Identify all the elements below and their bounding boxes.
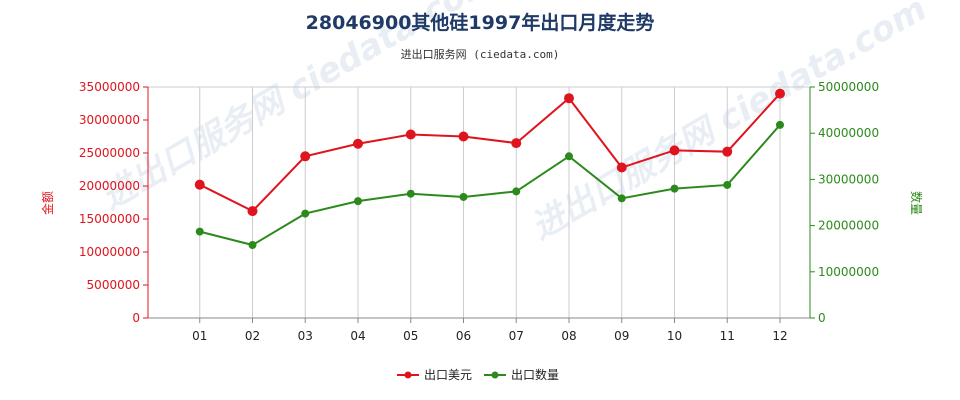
series-line-qty bbox=[199, 124, 781, 247]
data-point-usd bbox=[774, 88, 785, 99]
legend: 出口美元 出口数量 bbox=[397, 367, 559, 382]
legend-item-qty[interactable]: 出口数量 bbox=[484, 367, 559, 382]
data-point-usd bbox=[563, 93, 574, 104]
left-tick-label: 10000000 bbox=[79, 245, 140, 259]
left-tick-label: 0 bbox=[132, 311, 140, 325]
data-point-qty bbox=[406, 189, 415, 198]
legend-marker-usd bbox=[404, 371, 412, 379]
data-point-usd bbox=[669, 145, 680, 156]
axes bbox=[147, 87, 811, 319]
data-point-usd bbox=[511, 138, 522, 149]
data-point-usd bbox=[247, 206, 258, 217]
legend-label-qty: 出口数量 bbox=[511, 367, 559, 382]
data-point-usd bbox=[722, 146, 733, 157]
data-point-usd bbox=[458, 131, 469, 142]
data-point-usd bbox=[616, 162, 627, 173]
x-tick-label: 09 bbox=[614, 329, 629, 343]
data-point-usd bbox=[405, 129, 416, 140]
right-tick-label: 20000000 bbox=[818, 219, 879, 233]
x-tick-label: 05 bbox=[403, 329, 418, 343]
x-tick-label: 02 bbox=[245, 329, 260, 343]
x-tick-label: 08 bbox=[561, 329, 576, 343]
data-point-usd bbox=[300, 151, 311, 162]
right-tick-label: 30000000 bbox=[818, 172, 879, 186]
left-axis-ticks: 0 5000000 10000000 15000000 20000000 25000000… bbox=[79, 80, 148, 325]
data-point-qty bbox=[723, 180, 732, 189]
x-axis-ticks: 01 02 03 04 05 06 07 08 09 10 11 12 bbox=[192, 318, 788, 343]
right-tick-label: 50000000 bbox=[818, 80, 879, 94]
x-tick-label: 01 bbox=[192, 329, 207, 343]
x-tick-label: 11 bbox=[720, 329, 735, 343]
data-point-qty bbox=[353, 197, 362, 206]
data-point-qty bbox=[301, 209, 310, 218]
x-tick-label: 10 bbox=[667, 329, 682, 343]
data-point-qty bbox=[617, 194, 626, 203]
left-tick-label: 20000000 bbox=[79, 179, 140, 193]
data-point-usd bbox=[352, 138, 363, 149]
series-usd bbox=[194, 88, 785, 217]
legend-marker-qty bbox=[491, 371, 499, 379]
right-axis-ticks: 0 10000000 20000000 30000000 40000000 5000000… bbox=[810, 80, 879, 325]
data-point-qty bbox=[195, 227, 204, 236]
right-axis-label: 数量 bbox=[909, 191, 924, 215]
left-tick-label: 15000000 bbox=[79, 212, 140, 226]
right-tick-label: 40000000 bbox=[818, 126, 879, 140]
left-tick-label: 25000000 bbox=[79, 146, 140, 160]
x-tick-label: 06 bbox=[456, 329, 471, 343]
data-point-qty bbox=[512, 187, 521, 196]
grid-lines bbox=[148, 86, 810, 318]
x-tick-label: 04 bbox=[350, 329, 365, 343]
watermark-layer: 进出口服务网 ciedata.com 进出口服务网 ciedata.com bbox=[95, 0, 934, 248]
data-point-qty bbox=[775, 120, 784, 129]
series-line-usd bbox=[199, 92, 781, 213]
watermark-text: 进出口服务网 ciedata.com bbox=[525, 0, 934, 248]
legend-item-usd[interactable]: 出口美元 bbox=[397, 368, 472, 382]
left-tick-label: 30000000 bbox=[79, 113, 140, 127]
left-tick-label: 35000000 bbox=[79, 80, 140, 94]
data-point-qty bbox=[248, 241, 257, 250]
left-tick-label: 5000000 bbox=[87, 278, 140, 292]
x-tick-label: 07 bbox=[509, 329, 524, 343]
left-axis-label: 金额 bbox=[40, 191, 55, 215]
data-point-usd bbox=[194, 179, 205, 190]
data-point-qty bbox=[459, 192, 468, 201]
x-tick-label: 03 bbox=[298, 329, 313, 343]
chart-title: 28046900其他硅1997年出口月度走势 bbox=[306, 11, 655, 34]
x-tick-label: 12 bbox=[772, 329, 787, 343]
chart-subtitle: 进出口服务网 (ciedata.com) bbox=[401, 47, 560, 61]
series-layer bbox=[194, 88, 785, 250]
series-qty bbox=[195, 120, 784, 250]
data-point-qty bbox=[670, 184, 679, 193]
right-tick-label: 0 bbox=[818, 311, 826, 325]
legend-label-usd: 出口美元 bbox=[424, 368, 472, 382]
data-point-qty bbox=[564, 152, 573, 161]
right-tick-label: 10000000 bbox=[818, 265, 879, 279]
